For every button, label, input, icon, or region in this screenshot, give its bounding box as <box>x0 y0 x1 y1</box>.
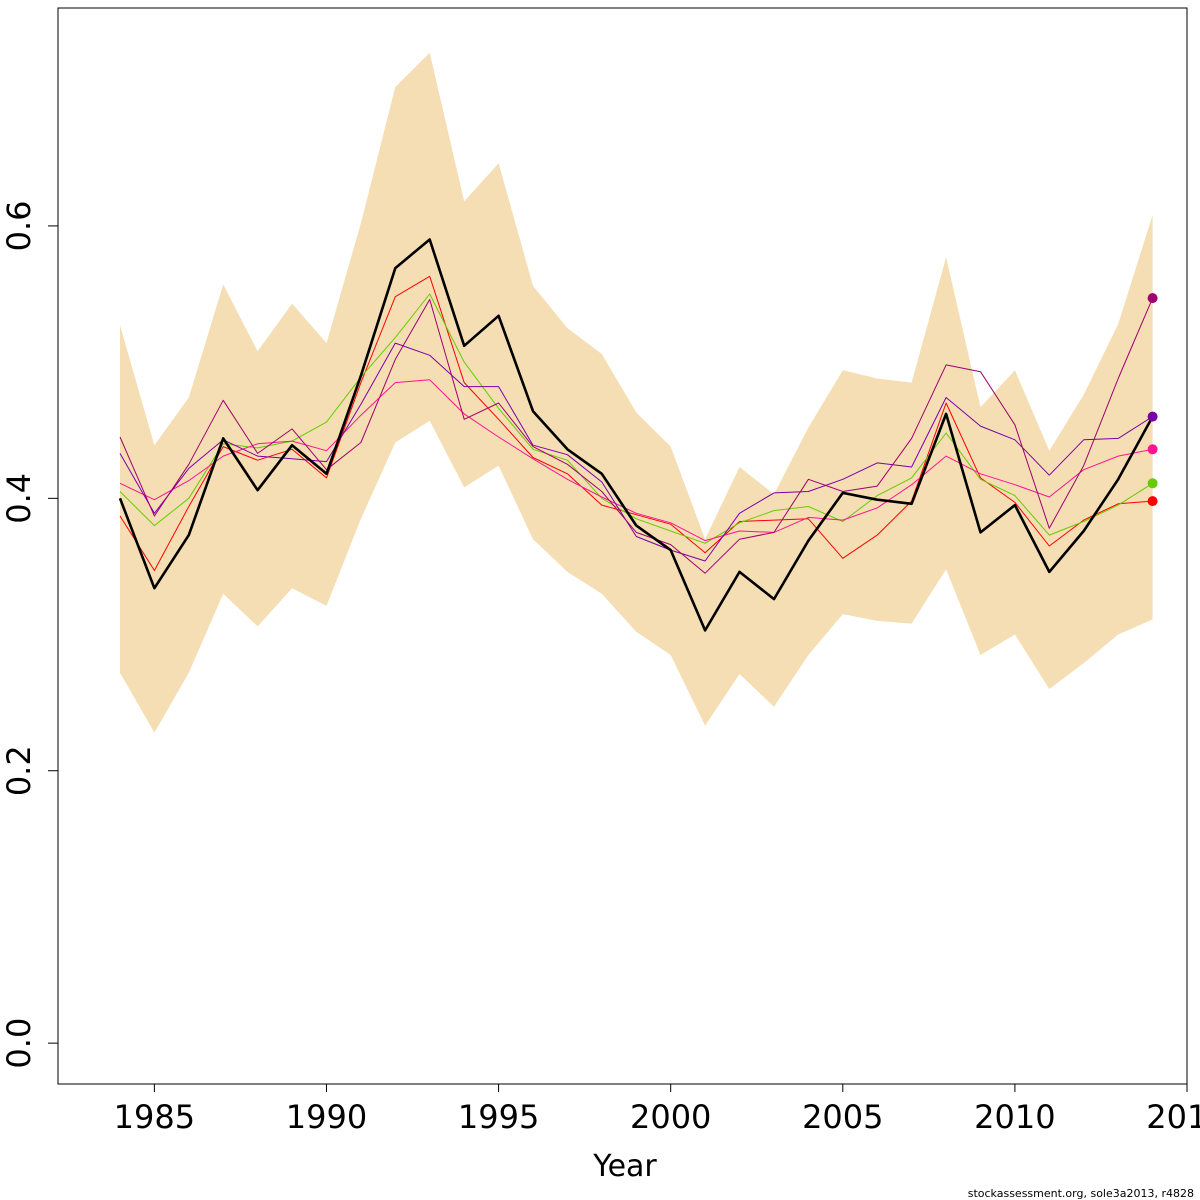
series-end-marker-4 <box>1147 444 1158 455</box>
y-tick-label: 0.0 <box>0 1018 38 1069</box>
x-tick-label: 1985 <box>114 1098 195 1136</box>
series-end-marker-6 <box>1147 293 1158 304</box>
series-end-marker-5 <box>1147 411 1158 422</box>
y-tick-label: 0.4 <box>0 473 38 524</box>
series-line-1 <box>118 238 1154 632</box>
plot-frame <box>57 7 1188 1085</box>
y-tick-label: 0.6 <box>0 200 38 251</box>
x-tick-label: 2000 <box>630 1098 711 1136</box>
end-marker-layer <box>1147 293 1158 507</box>
y-tick-label: 0.2 <box>0 745 38 796</box>
x-tick-label: 2005 <box>802 1098 883 1136</box>
confidence-band <box>120 52 1153 733</box>
series-layer <box>118 238 1154 632</box>
credit-text: stockassessment.org, sole3a2013, r4828 <box>968 1187 1194 1200</box>
series-end-marker-2 <box>1147 496 1158 507</box>
x-tick-label: 1995 <box>458 1098 539 1136</box>
x-tick-label: 2010 <box>974 1098 1055 1136</box>
series-line-6 <box>119 297 1154 574</box>
series-end-marker-3 <box>1147 478 1158 489</box>
x-axis-title: Year <box>592 1149 657 1184</box>
series-line-2 <box>119 275 1153 571</box>
y-axis: 0.0 0.2 0.4 0.6 <box>0 200 58 1069</box>
confidence-band-layer <box>120 52 1153 733</box>
x-axis: 1985 1990 1995 2000 2005 2010 2015 <box>114 1084 1200 1136</box>
series-line-4 <box>119 379 1153 542</box>
x-tick-label: 2015 <box>1146 1098 1200 1136</box>
x-tick-label: 1990 <box>286 1098 367 1136</box>
series-line-5 <box>119 342 1153 562</box>
